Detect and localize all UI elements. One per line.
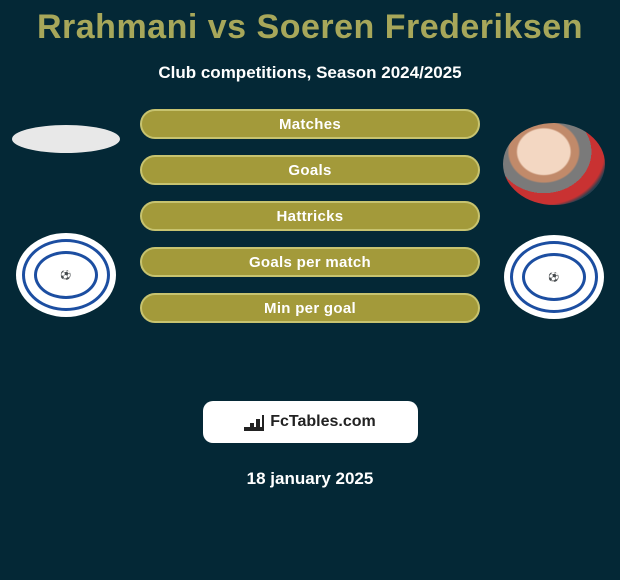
player-left-column: ⚽ bbox=[6, 123, 126, 317]
player-right-column: ⚽ bbox=[494, 123, 614, 319]
page-title: Rrahmani vs Soeren Frederiksen bbox=[0, 0, 620, 47]
comparison-area: ⚽ Matches Goals Hattricks Goals per matc… bbox=[0, 123, 620, 393]
player-left-club-badge: ⚽ bbox=[16, 233, 116, 317]
subtitle: Club competitions, Season 2024/2025 bbox=[0, 63, 620, 83]
date-label: 18 january 2025 bbox=[0, 469, 620, 489]
club-badge-icon: ⚽ bbox=[524, 273, 584, 282]
bar-chart-icon bbox=[244, 413, 264, 431]
stat-pill-goals-per-match: Goals per match bbox=[140, 247, 480, 277]
stat-pill-min-per-goal: Min per goal bbox=[140, 293, 480, 323]
club-badge-icon: ⚽ bbox=[36, 271, 96, 280]
branding-text: FcTables.com bbox=[270, 413, 376, 431]
player-right-avatar bbox=[503, 123, 605, 205]
branding-badge[interactable]: FcTables.com bbox=[203, 401, 418, 443]
stat-pill-hattricks: Hattricks bbox=[140, 201, 480, 231]
stat-pill-goals: Goals bbox=[140, 155, 480, 185]
player-right-club-badge: ⚽ bbox=[504, 235, 604, 319]
stat-pill-matches: Matches bbox=[140, 109, 480, 139]
player-left-avatar bbox=[12, 125, 120, 153]
stat-pills: Matches Goals Hattricks Goals per match … bbox=[140, 109, 480, 323]
